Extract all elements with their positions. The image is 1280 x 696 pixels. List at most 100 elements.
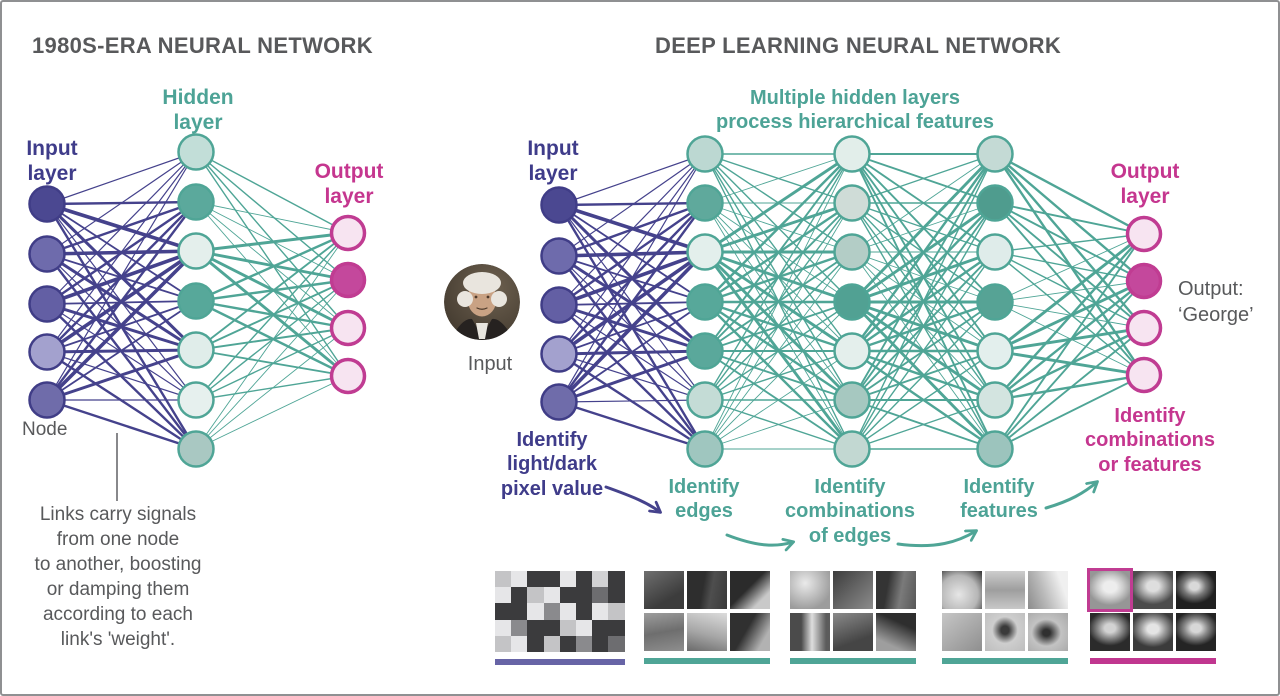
pixel-cell [527,587,544,604]
network-link [994,202,1145,376]
face-thumbnail [1133,613,1173,651]
strip-underline [644,658,770,664]
network-node [686,430,724,468]
edge-patche [644,613,684,651]
arrow-features-to-output [1044,480,1099,510]
pixel-cell [592,635,609,652]
pixel-cell [592,603,609,620]
network-node [833,135,871,173]
network-link [704,202,853,450]
edge-patches [644,571,770,651]
pixel-cell [608,603,625,620]
network-link [994,202,1145,235]
feature-patche [1028,571,1068,609]
network-node [833,332,871,370]
network-node [177,232,215,270]
network-link [195,327,349,450]
network-node [177,331,215,369]
network-link [45,249,198,402]
pixel-cell [559,603,576,620]
pixel-cell [559,571,576,588]
network-node [686,184,724,222]
network-link [851,251,996,450]
network-link [46,300,197,401]
network-link [45,398,198,451]
network-link [558,153,706,355]
network-link [851,153,996,253]
pixel-cell [527,571,544,588]
network-node [976,283,1014,321]
stage-label-edges: Identify edges [668,476,740,523]
face-thumbnail [1090,571,1130,609]
network-link [557,400,707,451]
portrait-input-label: Input [467,353,513,375]
network-link [851,202,996,450]
network-node [1125,262,1163,300]
network-link [46,151,197,353]
network-link [851,350,996,450]
network-link [850,152,997,353]
face-thumbnails [1090,571,1216,651]
network-link [851,399,996,450]
pixel-cell [511,635,528,652]
network-node [329,357,367,395]
left-diagram-title: 1980S-ERA NEURAL NETWORK [32,33,373,58]
pixel-cell [543,587,560,604]
network-link [558,153,706,403]
pixel-cell [575,619,593,636]
network-link [994,202,1145,282]
network-link [195,232,349,450]
network-link [993,232,1146,353]
network-node [28,333,66,371]
edge-patche [730,613,770,651]
network-node [1125,356,1163,394]
network-link [194,231,350,303]
network-link [557,349,707,404]
pixel-cell [559,635,576,652]
network-link [558,301,706,403]
edge-combination-patche [876,613,916,651]
pixel-cell [559,619,576,636]
edge-combination-patches [790,571,916,651]
pixel-cell [592,571,609,588]
right-diagram-title: DEEP LEARNING NEURAL NETWORK [655,33,1062,58]
network-link [46,151,197,305]
network-link [195,151,349,377]
pixel-cell [608,587,625,604]
pixel-cell [511,619,528,636]
network-node [540,286,578,324]
pixel-cell [543,619,560,636]
left-output-layer-label: Output layer [314,160,384,209]
network-link [557,201,707,404]
pixel-grid-strip [495,571,625,665]
network-node [833,283,871,321]
network-link [46,151,197,401]
stage-label-combinations-edges: Identify combinations of edges [784,476,916,547]
pixel-cell [527,619,544,636]
left-network [28,133,367,468]
pixel-cell [511,603,528,620]
network-link [851,153,996,450]
network-link [993,152,1146,236]
network-node [686,233,724,271]
network-link [994,251,1145,376]
network-node [177,282,215,320]
network-node [540,237,578,275]
edge-combination-patche [790,613,830,651]
deep-output-layer-label: Output layer [1110,160,1180,209]
network-link [994,374,1145,450]
network-node [540,383,578,421]
network-node [28,381,66,419]
pixel-cell [495,619,512,636]
pixel-cell [527,603,544,620]
deep-input-layer-label: Input layer [527,137,579,186]
network-link [195,279,349,450]
feature-patche [985,613,1025,651]
portrait-clip-group [444,264,520,340]
pixel-cell [511,587,528,604]
stage-label-combinations-features: Identify combinations or features [1084,405,1216,476]
network-node [976,332,1014,370]
network-link [994,251,1145,329]
edge-patche [687,571,727,609]
